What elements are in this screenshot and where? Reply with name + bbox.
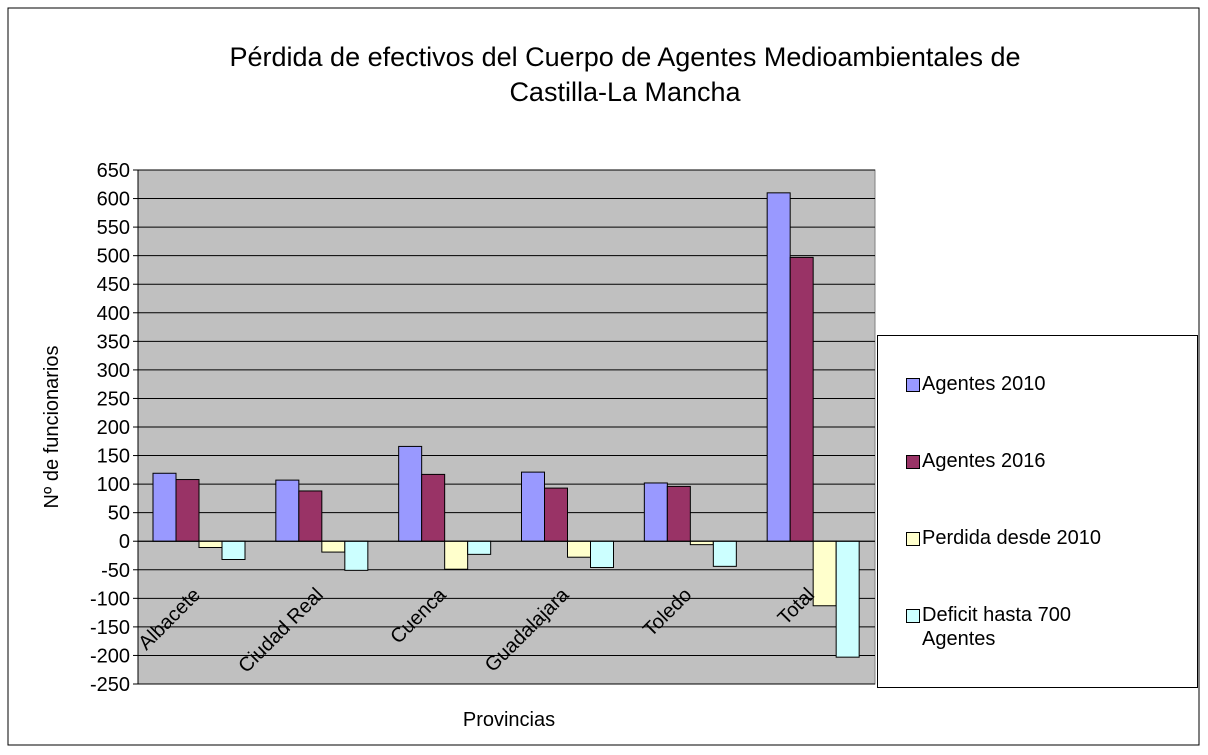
y-tick-label: 350	[97, 331, 130, 353]
bar	[835, 540, 860, 658]
y-tick-label: -200	[90, 645, 130, 667]
legend-item: Deficit hasta 700 Agentes	[906, 603, 1191, 651]
bar	[812, 540, 837, 607]
bar	[567, 540, 591, 558]
y-tick-label: 250	[97, 388, 130, 410]
y-tick-label: 550	[97, 217, 130, 239]
y-tick-label: 600	[97, 189, 130, 211]
y-tick-label: 50	[108, 503, 130, 525]
bar	[590, 540, 614, 568]
y-tick-label: -100	[90, 588, 130, 610]
legend-item: Perdida desde 2010	[906, 526, 1191, 550]
bar	[398, 445, 423, 542]
bar	[789, 256, 814, 542]
chart-title: Pérdida de efectivos del Cuerpo de Agent…	[229, 42, 1020, 72]
legend-swatch	[906, 609, 920, 623]
y-tick-label: -150	[90, 617, 130, 639]
legend: Agentes 2010 Agentes 2016 Perdida desde 20…	[877, 335, 1198, 688]
x-axis-label: Provincias	[463, 709, 555, 731]
y-tick-label: 100	[97, 474, 130, 496]
y-tick-label: 200	[97, 417, 130, 439]
y-axis-label: Nº de funcionarios	[41, 346, 63, 509]
bar	[198, 540, 223, 549]
y-tick-label: 150	[97, 446, 130, 468]
bar	[321, 540, 346, 553]
y-tick-label: 500	[97, 246, 130, 268]
y-tick-label: -50	[101, 560, 130, 582]
bar	[344, 540, 369, 571]
bar	[712, 540, 737, 567]
bar	[643, 482, 668, 542]
legend-item: Agentes 2010	[906, 372, 1191, 396]
bar	[666, 485, 691, 542]
y-tick-label: -250	[90, 674, 130, 696]
legend-label: Agentes 2010	[922, 373, 1046, 395]
bar	[521, 471, 545, 542]
legend-swatch	[906, 378, 920, 392]
legend-label: Perdida desde 2010	[922, 527, 1102, 549]
chart-title: Castilla-La Mancha	[509, 77, 741, 107]
bar	[421, 473, 446, 542]
bar	[175, 479, 200, 542]
legend-swatch	[906, 455, 920, 469]
y-tick-label: 300	[97, 360, 130, 382]
bar	[298, 490, 323, 542]
bar	[766, 192, 791, 542]
legend-swatch	[906, 532, 920, 546]
legend-label: Deficit hasta 700 Agentes	[922, 604, 1071, 650]
bar	[444, 540, 469, 570]
legend-item: Agentes 2016	[906, 449, 1191, 473]
y-tick-label: 450	[97, 274, 130, 296]
bar	[275, 479, 300, 542]
legend-label: Agentes 2016	[922, 450, 1046, 472]
bar	[152, 472, 177, 542]
y-tick-label: 650	[97, 160, 130, 182]
bar	[689, 540, 714, 546]
bar	[544, 487, 568, 542]
y-tick-label: 400	[97, 303, 130, 325]
bar	[467, 540, 492, 555]
bar	[221, 540, 246, 560]
y-tick-label: 0	[119, 531, 130, 553]
